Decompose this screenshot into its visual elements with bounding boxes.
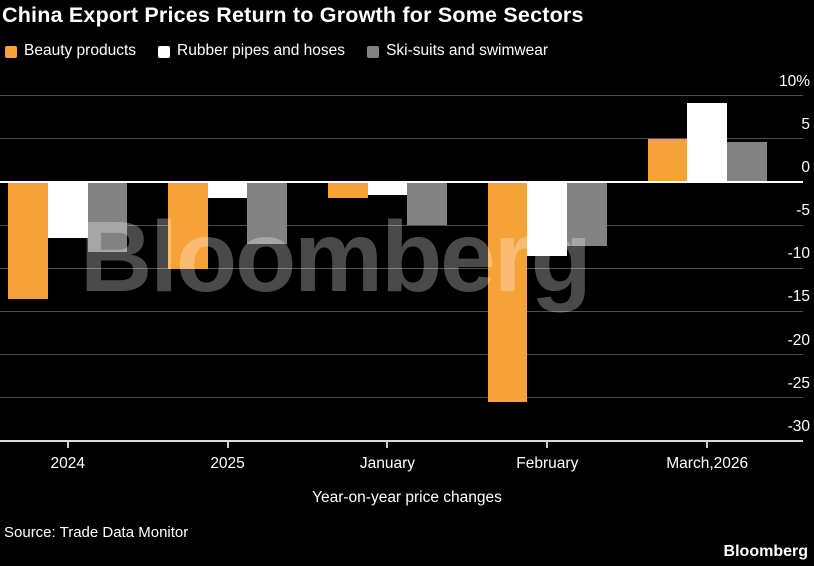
- x-axis-title: Year-on-year price changes: [312, 489, 502, 506]
- x-tick-label-2025: 2025: [210, 455, 245, 472]
- x-tick-label-march-2026: March,2026: [666, 455, 749, 472]
- y-tick-label-5: 5: [801, 115, 810, 133]
- beauty-products-swatch: [5, 45, 17, 58]
- bar-2024-beauty-products: [8, 182, 48, 299]
- bar-2025-rubber-pipes-and-hoses: [207, 182, 248, 198]
- x-tick-february: [546, 442, 549, 448]
- y-tick-label--25: -25: [787, 374, 810, 392]
- bar-february-ski-suits-and-swimwear: [567, 182, 608, 246]
- bloomberg-logo: Bloomberg: [723, 543, 808, 560]
- bar-february-beauty-products: [487, 182, 528, 403]
- gridline--10: [0, 267, 803, 269]
- gridline-5: [0, 138, 803, 140]
- y-tick-label-0: 0: [801, 159, 810, 176]
- x-tick-january: [386, 442, 389, 448]
- gridline--15: [0, 310, 803, 312]
- gridline--30: [0, 439, 803, 442]
- rubber-pipes-and-hoses-swatch: [158, 45, 171, 58]
- gridline--25: [0, 397, 803, 399]
- bar-january-beauty-products: [327, 182, 368, 198]
- bar-2025-ski-suits-and-swimwear: [247, 182, 288, 245]
- y-tick-label--30: -30: [787, 417, 810, 435]
- x-tick-2025: [226, 442, 229, 448]
- x-tick-2024: [66, 442, 69, 448]
- y-tick-label--10: -10: [787, 245, 810, 263]
- x-tick-march-2026: [706, 442, 709, 448]
- legend-label: Ski-suits and swimwear: [386, 42, 548, 59]
- source-note: Source: Trade Data Monitor: [4, 524, 189, 541]
- bar-january-ski-suits-and-swimwear: [407, 182, 448, 226]
- x-tick-label-2024: 2024: [50, 455, 85, 472]
- chart-legend: Beauty products Rubber pipes and hoses Ski…: [5, 42, 548, 60]
- x-tick-label-february: February: [516, 455, 579, 472]
- legend-label: Rubber pipes and hoses: [177, 42, 346, 59]
- y-tick-label-10: 10%: [778, 72, 810, 90]
- legend-label: Beauty products: [24, 42, 137, 59]
- legend-item-rubber-pipes-and-hoses: Rubber pipes and hoses: [158, 42, 345, 60]
- bar-march-2026-beauty-products: [647, 138, 688, 182]
- gridline-10: [0, 95, 803, 97]
- ski-suits-and-swimwear-swatch: [367, 45, 380, 58]
- legend-item-beauty-products: Beauty products: [5, 42, 136, 60]
- bar-march-2026-ski-suits-and-swimwear: [727, 142, 767, 182]
- y-tick-label--15: -15: [787, 288, 810, 306]
- bar-march-2026-rubber-pipes-and-hoses: [687, 102, 728, 182]
- y-tick-label--20: -20: [787, 331, 810, 349]
- bar-2025-beauty-products: [167, 182, 208, 270]
- bar-2024-ski-suits-and-swimwear: [87, 182, 128, 252]
- bar-february-rubber-pipes-and-hoses: [527, 182, 568, 257]
- gridline-0: [0, 181, 803, 183]
- legend-item-ski-suits-and-swimwear: Ski-suits and swimwear: [367, 42, 548, 60]
- gridline--5: [0, 224, 803, 226]
- chart-title: China Export Prices Return to Growth for…: [2, 3, 584, 27]
- x-tick-label-january: January: [359, 455, 416, 472]
- bar-2024-rubber-pipes-and-hoses: [47, 182, 88, 239]
- bar-january-rubber-pipes-and-hoses: [367, 182, 408, 195]
- gridline--20: [0, 354, 803, 356]
- y-tick-label--5: -5: [796, 202, 810, 220]
